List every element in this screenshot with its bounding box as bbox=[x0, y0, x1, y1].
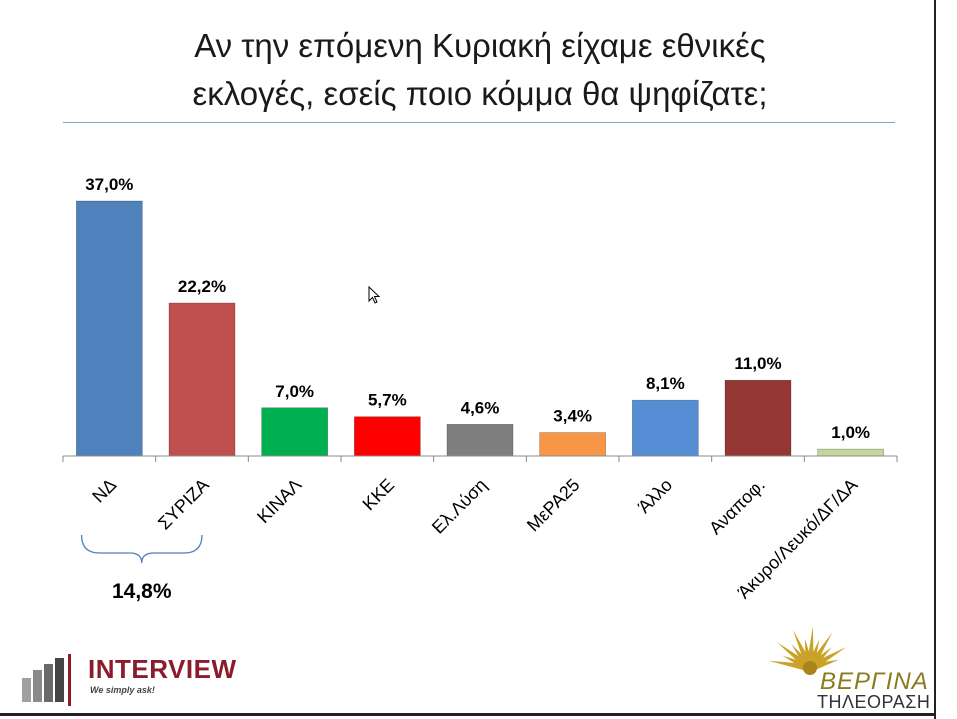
chart-title: Αν την επόμενη Κυριακή είχαμε εθνικές εκ… bbox=[60, 22, 900, 118]
category-label: ΚΚΕ bbox=[359, 475, 399, 515]
category-label: ΝΔ bbox=[88, 475, 120, 507]
bar bbox=[261, 407, 328, 457]
bar bbox=[168, 302, 236, 457]
category-label: Ελ.Λύση bbox=[428, 475, 491, 538]
vergina-sun-icon bbox=[768, 626, 847, 675]
sun-ray bbox=[807, 626, 814, 663]
interview-logo: INTERVIEW We simply ask! bbox=[20, 652, 240, 708]
bar-value-label: 22,2% bbox=[178, 277, 226, 296]
sun-core bbox=[803, 661, 817, 675]
interview-logo-tagline: We simply ask! bbox=[90, 685, 155, 695]
bar bbox=[817, 448, 884, 457]
title-line-2: εκλογές, εσείς ποιο κόμμα θα ψηφίζατε; bbox=[192, 75, 768, 112]
bar-value-label: 4,6% bbox=[461, 398, 500, 417]
title-line-1: Αν την επόμενη Κυριακή είχαμε εθνικές bbox=[194, 27, 766, 64]
vergina-logo-subtitle: ΤΗΛΕΟΡΑΣΗ bbox=[817, 692, 931, 712]
bar bbox=[632, 399, 699, 457]
interview-bars-icon bbox=[22, 654, 71, 706]
mouse-cursor-icon bbox=[368, 286, 381, 304]
bars-group bbox=[76, 200, 884, 457]
bar-value-label: 11,0% bbox=[734, 354, 781, 373]
vergina-logo: ΒΕΡΓΙΝΑ ΤΗΛΕΟΡΑΣΗ bbox=[765, 618, 945, 713]
bracket-annotation-label: 14,8% bbox=[112, 580, 172, 603]
sun-ray bbox=[776, 642, 808, 667]
frame-right-edge bbox=[934, 0, 936, 719]
bar bbox=[539, 432, 606, 457]
sun-ray bbox=[782, 655, 806, 669]
interview-logo-name: INTERVIEW bbox=[88, 654, 237, 684]
bracket bbox=[80, 534, 203, 564]
vergina-logo-name: ΒΕΡΓΙΝΑ bbox=[820, 668, 929, 695]
bar-value-label: 8,1% bbox=[646, 374, 685, 393]
sun-ray bbox=[808, 639, 820, 664]
category-label: ΜεΡΑ25 bbox=[523, 475, 584, 536]
title-divider bbox=[63, 122, 895, 123]
bar bbox=[76, 200, 143, 457]
category-label: ΣΥΡΙΖΑ bbox=[154, 475, 213, 534]
category-label: Άλλο bbox=[634, 475, 676, 517]
category-label: ΚΙΝΑΛ bbox=[253, 475, 305, 527]
sun-ray bbox=[810, 632, 833, 665]
bar-value-label: 1,0% bbox=[831, 423, 870, 442]
sun-ray bbox=[814, 659, 839, 670]
value-labels-group: 37,0% 22,2% 7,0% 5,7% 4,6% 3,4% 8,1% 11,0% 1,0% bbox=[85, 175, 870, 442]
bar-value-label: 7,0% bbox=[275, 382, 314, 401]
bar bbox=[354, 416, 421, 457]
bar-value-label: 5,7% bbox=[368, 391, 407, 410]
frame-bottom-edge bbox=[0, 713, 936, 716]
category-label: Αναποφ. bbox=[705, 475, 769, 539]
bar bbox=[724, 379, 792, 457]
x-ticks-group bbox=[62, 456, 898, 462]
bar-value-label: 37,0% bbox=[85, 175, 133, 194]
bar bbox=[446, 423, 514, 457]
bar-value-label: 3,4% bbox=[553, 407, 592, 426]
category-labels-group: ΝΔ ΣΥΡΙΖΑ ΚΙΝΑΛ ΚΚΕ Ελ.Λύση ΜεΡΑ25 Άλλο Αναποφ.… bbox=[88, 475, 861, 603]
